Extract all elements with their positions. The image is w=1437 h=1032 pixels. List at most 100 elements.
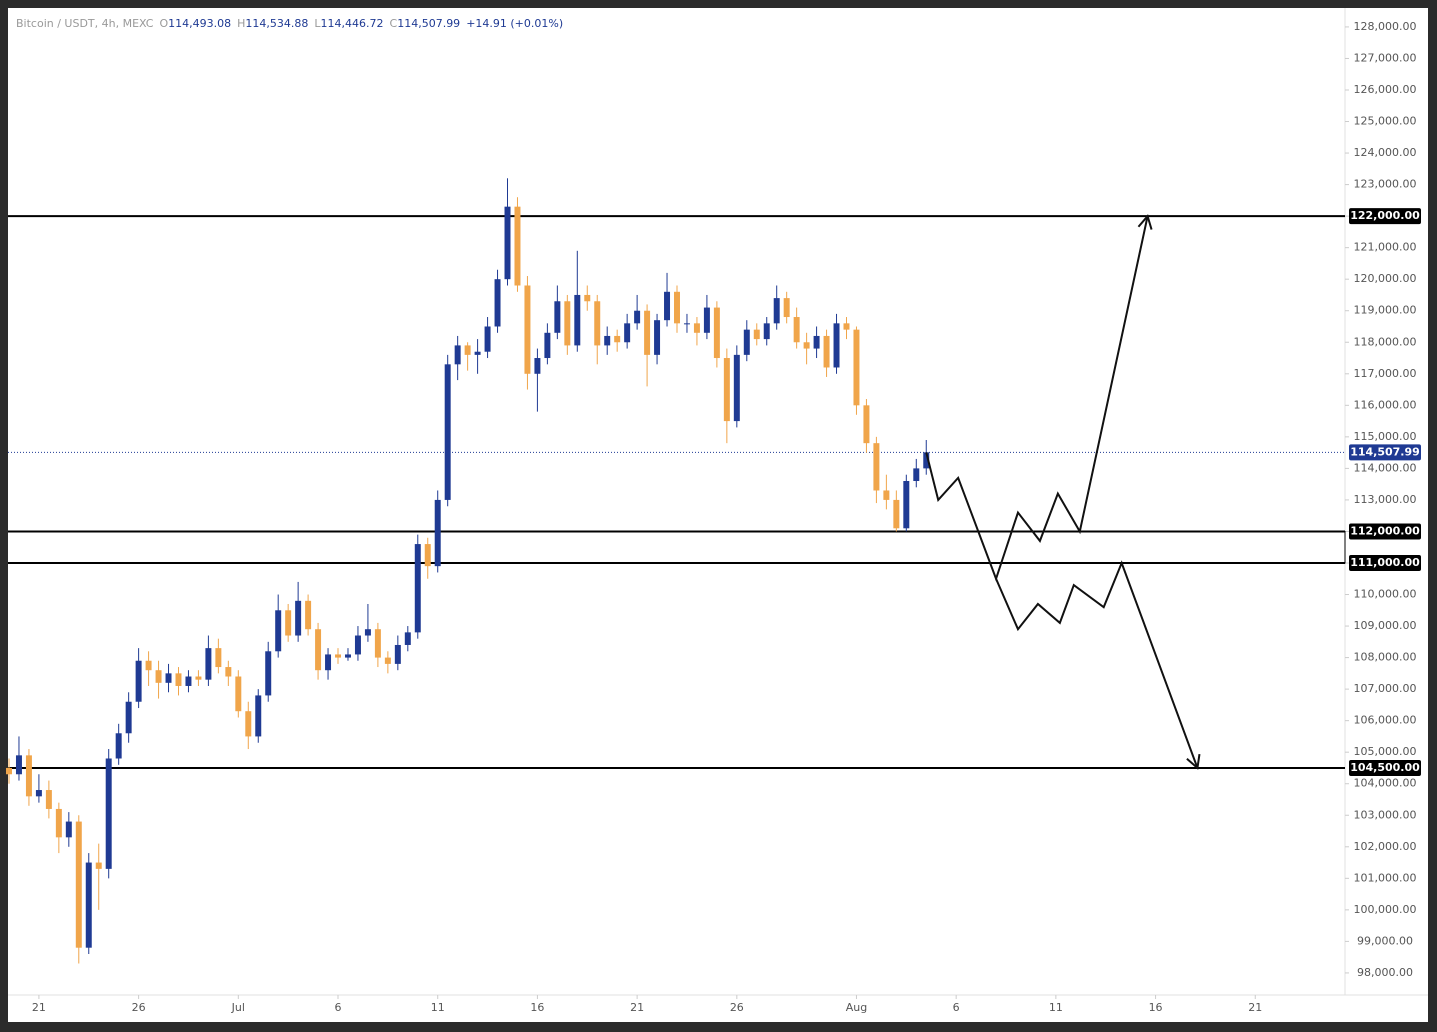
candle-body (394, 644, 401, 664)
projection-path (925, 215, 1149, 582)
candle-body (923, 452, 930, 469)
candle-body (255, 695, 262, 737)
y-tick-label: 98,000.00 (1357, 966, 1413, 979)
candle-body (813, 335, 820, 349)
candle-body (275, 610, 282, 652)
candle-body (85, 862, 92, 948)
candle-body (335, 654, 342, 658)
x-tick-label: 16 (530, 1001, 544, 1014)
candle-body (554, 301, 561, 333)
candle-body (215, 648, 222, 668)
candle-body (514, 206, 521, 286)
candle-body (6, 767, 12, 775)
ohlc-value: 114,493.08 (168, 17, 231, 30)
candle-body (185, 676, 192, 686)
candle-body (763, 323, 770, 340)
y-tick-label: 104,000.00 (1354, 777, 1417, 790)
y-tick-label: 115,000.00 (1354, 430, 1417, 443)
candle-body (873, 443, 880, 491)
candle-body (584, 294, 591, 302)
candle-body (265, 651, 272, 696)
price-label-box (1349, 208, 1421, 225)
candle-body (404, 632, 411, 645)
candle-body (644, 310, 651, 355)
candle-body (225, 667, 232, 677)
candle-body (614, 335, 621, 343)
y-tick-label: 101,000.00 (1354, 871, 1417, 884)
price-label: 122,000.00 (1350, 209, 1420, 222)
x-tick-label: 6 (335, 1001, 342, 1014)
ohlc-value: 114,534.88 (245, 17, 308, 30)
candle-body (105, 758, 112, 869)
candle-body (853, 329, 860, 406)
candle-body (205, 648, 212, 680)
candle-body (654, 320, 661, 355)
candle-body (245, 711, 252, 737)
candle-body (863, 405, 870, 444)
candle-body (753, 329, 760, 340)
y-tick-label: 127,000.00 (1354, 51, 1417, 64)
y-tick-label: 126,000.00 (1354, 83, 1417, 96)
candle-body (374, 629, 381, 658)
x-tick-label: Aug (846, 1001, 867, 1014)
candle-body (773, 298, 780, 324)
candle-body (165, 673, 172, 683)
candle-body (384, 657, 391, 664)
price-change: +14.91 (+0.01%) (466, 17, 563, 30)
price-label: 114,507.99 (1350, 445, 1420, 458)
candle-body (155, 670, 162, 683)
candle-body (195, 676, 202, 680)
y-tick-label: 121,000.00 (1354, 241, 1417, 254)
ohlc-label: O (159, 17, 168, 30)
candle-body (125, 701, 132, 734)
y-tick-label: 105,000.00 (1354, 745, 1417, 758)
candle-body (883, 490, 890, 500)
candle-body (135, 660, 142, 702)
y-tick-label: 128,000.00 (1354, 20, 1417, 33)
candle-body (285, 610, 292, 636)
candle-body (75, 821, 82, 948)
candle-body (833, 323, 840, 368)
candle-body (504, 206, 511, 280)
x-tick-label: 21 (32, 1001, 46, 1014)
candle-body (145, 660, 152, 671)
x-tick-label: 21 (630, 1001, 644, 1014)
x-tick-label: 26 (132, 1001, 146, 1014)
candle-body (424, 544, 431, 567)
candle-body (823, 335, 830, 368)
candle-body (35, 790, 42, 797)
y-tick-label: 106,000.00 (1354, 714, 1417, 727)
candle-body (25, 755, 32, 797)
candle-body (723, 358, 730, 422)
candle-body (903, 481, 910, 529)
candle-body (305, 600, 312, 630)
y-tick-label: 100,000.00 (1354, 903, 1417, 916)
x-tick-label: Jul (231, 1001, 245, 1014)
x-tick-label: 6 (953, 1001, 960, 1014)
candle-body (713, 307, 720, 359)
candle-body (664, 291, 671, 321)
candle-body (674, 291, 680, 324)
y-tick-label: 99,000.00 (1357, 934, 1413, 947)
candle-body (354, 635, 361, 655)
zone-bracket (1337, 530, 1346, 564)
price-label-box (1349, 554, 1421, 571)
ohlc-label: L (314, 17, 321, 30)
price-label-box (1349, 523, 1421, 540)
candle-body (15, 755, 22, 775)
y-tick-label: 116,000.00 (1354, 398, 1417, 411)
candle-body (703, 307, 710, 333)
candle-body (793, 317, 800, 343)
candle-body (95, 862, 102, 869)
candle-body (564, 301, 571, 346)
price-label-box (1349, 759, 1421, 776)
candle-body (893, 499, 900, 529)
candle-body (115, 733, 122, 759)
candle-body (693, 323, 700, 333)
candle-body (524, 285, 531, 374)
price-label: 111,000.00 (1350, 556, 1420, 569)
x-tick-label: 11 (431, 1001, 445, 1014)
candle-body (315, 629, 322, 671)
